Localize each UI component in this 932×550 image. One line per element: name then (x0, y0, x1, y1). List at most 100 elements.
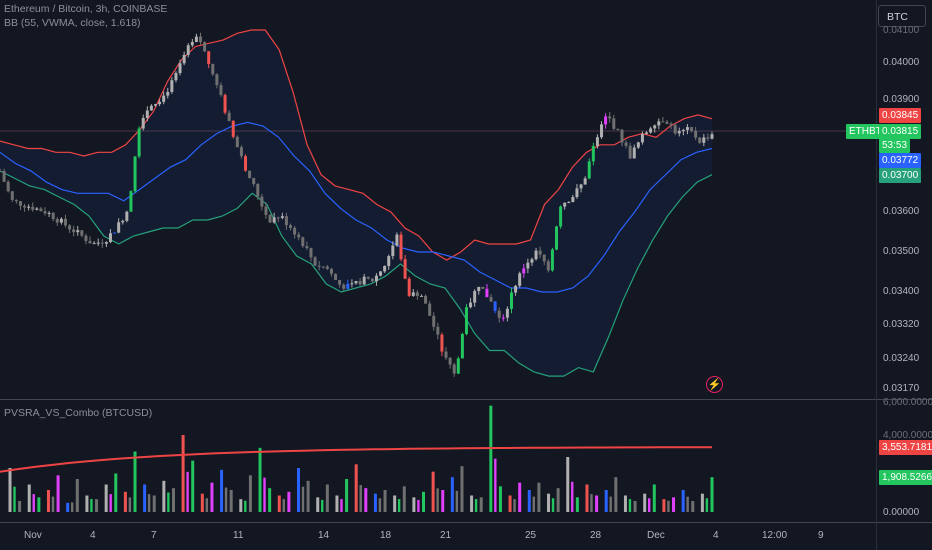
symbol-compare-button[interactable]: BTC (878, 5, 926, 27)
candle-body (133, 156, 137, 192)
volume-bar (647, 498, 651, 512)
candle-body (702, 137, 706, 143)
volume-bar (450, 477, 454, 512)
volume-bar (474, 499, 478, 512)
candle-body (473, 291, 477, 303)
candle-body (63, 218, 67, 226)
volume-bar (340, 499, 343, 512)
candle-body (174, 73, 178, 81)
candle-body (563, 202, 567, 207)
volume-ma-tag: 3,553.71816 (879, 440, 932, 455)
candle-body (460, 334, 464, 359)
candle-body (616, 128, 620, 130)
candle-body (464, 307, 468, 335)
candle-body (293, 227, 297, 235)
candle-body (260, 196, 264, 207)
volume-ma-line (0, 446, 712, 473)
candle-body (27, 206, 31, 208)
candle-body (223, 94, 227, 113)
volume-bar (681, 490, 685, 512)
candle-body (145, 110, 149, 118)
volume-bar (258, 447, 262, 512)
candle-body (203, 42, 207, 52)
volume-bar (441, 490, 445, 512)
candle-body (432, 315, 436, 327)
volume-bar (56, 475, 60, 512)
price-tick: 0.03320 (883, 319, 920, 330)
basis-tag: 0.03772 (879, 153, 922, 168)
volume-bar (431, 471, 435, 512)
volume-bar (393, 495, 397, 512)
candle-body (92, 243, 96, 245)
candle-body (550, 249, 554, 271)
price-tick: 0.03600 (883, 206, 920, 217)
volume-bar (210, 482, 214, 512)
candle-body (256, 184, 260, 197)
volume-bar (147, 494, 151, 512)
candle-body (628, 145, 632, 159)
candle-body (456, 358, 460, 374)
candle-body (595, 137, 599, 146)
volume-bar (383, 490, 387, 512)
volume-bar (224, 487, 228, 512)
candle-body (170, 80, 174, 92)
volume-bar (667, 500, 670, 512)
volume-bar (220, 469, 224, 512)
candle-body (690, 127, 694, 131)
candle-body (14, 199, 18, 202)
candle-body (313, 257, 317, 266)
candle-body (698, 137, 702, 143)
volume-bar (335, 495, 339, 512)
candle-body (244, 156, 248, 171)
volume-bar (51, 496, 55, 512)
candle-body (509, 292, 513, 309)
candle-body (129, 191, 133, 212)
candle-body (538, 250, 542, 255)
volume-bar (532, 496, 535, 512)
candle-body (342, 284, 346, 289)
candle-body (72, 229, 76, 233)
candle-body (235, 136, 239, 148)
volume-bar (633, 501, 637, 512)
candle-body (411, 292, 415, 296)
candle-body (10, 191, 14, 200)
volume-bar (205, 498, 209, 512)
candle-body (211, 63, 215, 75)
volume-bar (700, 493, 704, 512)
volume-bar (123, 491, 127, 512)
volume-bar (248, 475, 252, 512)
volume-bar (455, 490, 459, 512)
volume-bar (508, 495, 512, 512)
candle-body (59, 218, 63, 223)
candle-body (39, 208, 43, 212)
volume-bar (13, 486, 16, 512)
time-tick: 11 (233, 530, 244, 541)
candle-body (346, 283, 350, 289)
volume-bar (470, 495, 474, 512)
volume-bar (436, 488, 439, 512)
volume-bar (566, 457, 570, 512)
candle-body (190, 42, 194, 46)
candle-body (309, 248, 313, 258)
volume-bar (412, 497, 416, 512)
candle-body (141, 117, 145, 129)
volume-bar (623, 495, 627, 512)
volume-bar (494, 458, 497, 512)
volume-bar (628, 499, 632, 512)
candle-body (575, 188, 579, 198)
candle-body (612, 118, 616, 129)
candle-body (632, 147, 636, 159)
lightning-icon[interactable]: ⚡ (706, 376, 723, 393)
candle-body (317, 265, 321, 267)
candle-body (485, 288, 489, 298)
candle-body (530, 259, 534, 263)
candle-body (162, 95, 166, 102)
time-tick: 9 (818, 530, 824, 541)
candle-body (239, 147, 243, 157)
symbol-legend: Ethereum / Bitcoin, 3h, COINBASE (4, 3, 168, 15)
volume-bar (167, 492, 170, 512)
candle-body (113, 232, 117, 234)
candle-body (477, 286, 481, 292)
volume-bar (590, 494, 593, 512)
